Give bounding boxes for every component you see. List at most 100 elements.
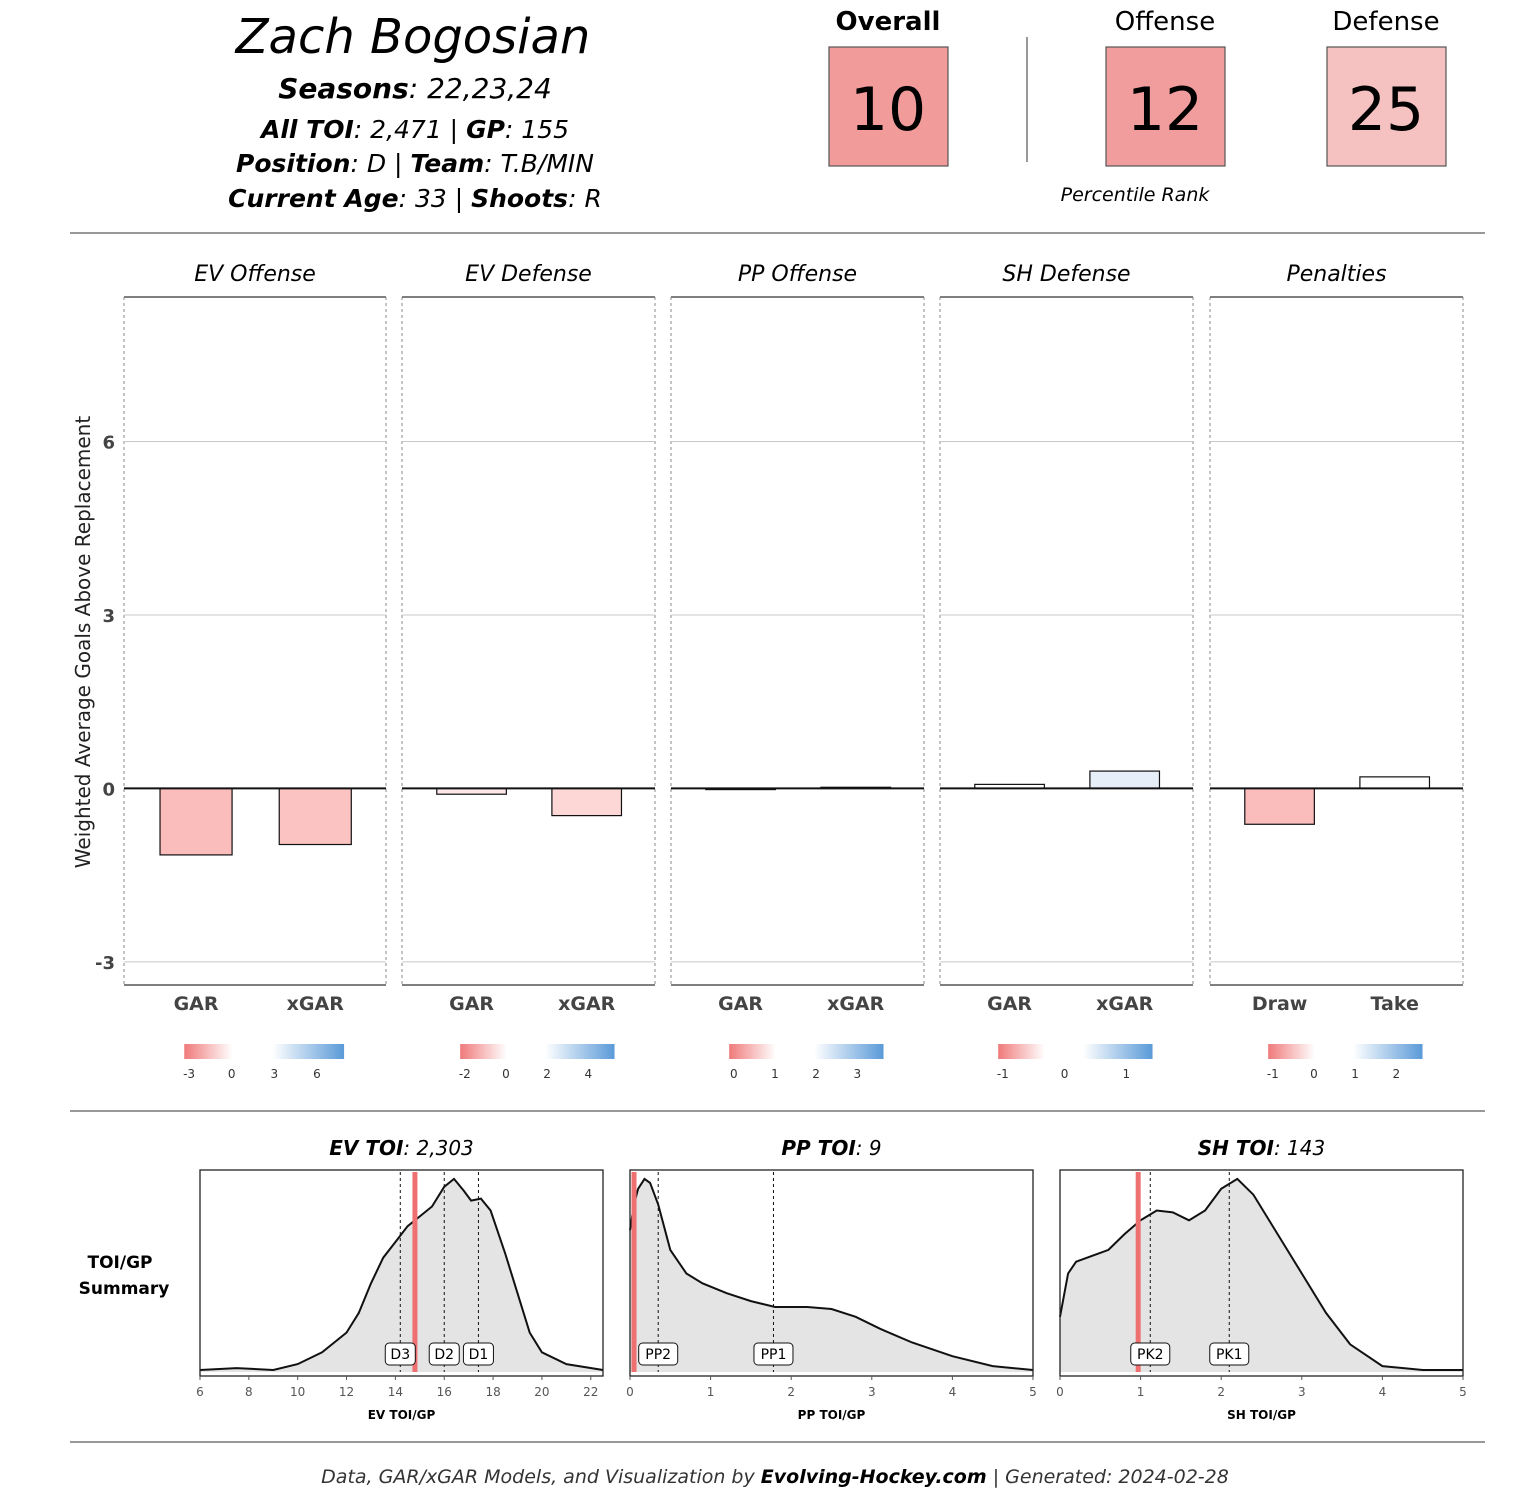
legend-tick-label: -1 [1267, 1067, 1279, 1081]
panel-title: EV Defense [465, 262, 592, 287]
toi-x-axis-label: SH TOI/GP [1227, 1408, 1296, 1422]
tier-label-box [428, 1342, 460, 1366]
age-line: Current Age: 33 | Shoots: R [228, 184, 602, 213]
percentile-ranks: Overall 10 Offense 12 Defense 25 Percent… [828, 7, 1447, 206]
toi-value: : 2,471 | [354, 115, 466, 144]
toi-panel-title: EV TOI: 2,303 [329, 1136, 474, 1160]
gar-y-axis-label: Weighted Average Goals Above Replacement [71, 416, 95, 869]
toi-panel-frame [1059, 1169, 1464, 1377]
legend-tick-label: -1 [997, 1067, 1009, 1081]
toi-summary-label-2: Summary [79, 1279, 170, 1299]
footer-prefix: Data, GAR/xGAR Models, and Visualization… [321, 1466, 761, 1488]
percentile-caption: Percentile Rank [1061, 184, 1211, 206]
legend-tick-label: 1 [1122, 1067, 1130, 1081]
x-tick-label: xGAR [827, 993, 885, 1015]
y-tick-label: 3 [102, 606, 115, 627]
toi-x-axis-label: PP TOI/GP [798, 1408, 866, 1422]
panel-pp-offense: PP Offense GAR xGAR 0 1 2 3 [670, 262, 925, 1081]
legend-tick-label: 2 [812, 1067, 820, 1081]
x-tick-label: 3 [868, 1385, 876, 1399]
x-tick-label: 2 [1217, 1385, 1225, 1399]
age-label: Current Age [228, 184, 398, 213]
y-tick-label: -3 [95, 953, 115, 974]
offense-label: Offense [1115, 7, 1215, 37]
toi-label: All TOI [259, 115, 354, 144]
legend-tick-label: 1 [771, 1067, 779, 1081]
tier-label: PK1 [1216, 1347, 1243, 1363]
bar-xgar [1089, 770, 1161, 790]
toi-title-value: : 2,303 [403, 1136, 473, 1160]
toi-panel-sh-toi: SH TOI: 143 PK2 PK1 0 1 2 3 4 5 SH TOI/GP [1056, 1136, 1467, 1422]
legend-tick-label: 0 [502, 1067, 510, 1081]
density-line [199, 1177, 604, 1372]
bar-gar [159, 787, 233, 856]
legend-tick-label: 3 [270, 1067, 278, 1081]
toi-x-axis-label: EV TOI/GP [368, 1408, 436, 1422]
gp-label: GP [466, 115, 505, 144]
player-header: Zach Bogosian Seasons: 22,23,24 All TOI:… [228, 9, 602, 213]
x-tick-label: Take [1371, 993, 1419, 1015]
x-tick-label: 1 [707, 1385, 715, 1399]
toi-title-label: EV TOI [329, 1136, 404, 1160]
seasons-label: Seasons [278, 72, 409, 105]
tier-label: PP2 [645, 1347, 671, 1363]
x-tick-label: 6 [196, 1385, 204, 1399]
panel-sh-defense: SH Defense GAR xGAR -1 0 1 [939, 262, 1194, 1081]
offense-rank-value: 12 [1127, 75, 1203, 145]
position-label: Position [236, 149, 350, 178]
toi-title-label: SH TOI [1198, 1136, 1275, 1160]
x-tick-label: 5 [1459, 1385, 1467, 1399]
panel-title: SH Defense [1002, 262, 1130, 287]
tier-label: D3 [390, 1347, 410, 1363]
x-tick-label: 1 [1137, 1385, 1145, 1399]
x-tick-label: 18 [485, 1385, 500, 1399]
overall-rank-value: 10 [850, 75, 926, 145]
x-tick-label: 22 [583, 1385, 598, 1399]
color-legend [729, 1044, 884, 1059]
panel-title: EV Offense [194, 262, 316, 287]
x-tick-label: 20 [534, 1385, 549, 1399]
toi-panel-frame [199, 1169, 604, 1377]
x-tick-label: xGAR [287, 993, 345, 1015]
density-area [200, 1178, 603, 1372]
panel-penalties: Penalties Draw Take -1 0 1 2 [1209, 262, 1464, 1081]
x-tick-label: 4 [949, 1385, 957, 1399]
x-tick-label: 0 [626, 1385, 634, 1399]
shoots-label: Shoots [471, 184, 568, 213]
shoots-value: : R [568, 184, 602, 213]
x-tick-label: 2 [787, 1385, 795, 1399]
x-tick-label: 16 [437, 1385, 452, 1399]
color-legend [460, 1044, 615, 1059]
density-line [1059, 1177, 1463, 1371]
legend-tick-label: 0 [1310, 1067, 1318, 1081]
overall-rank-box [828, 46, 949, 167]
team-label: Team [410, 149, 484, 178]
player-name: Zach Bogosian [234, 9, 591, 65]
overall-label: Overall [836, 7, 941, 37]
x-tick-label: GAR [174, 993, 219, 1015]
toi-title-label: PP TOI [781, 1136, 856, 1160]
x-tick-label: Draw [1252, 993, 1308, 1015]
tier-label: D2 [434, 1347, 454, 1363]
toi-title-value: : 143 [1274, 1136, 1325, 1160]
bar-draw [1244, 787, 1315, 825]
y-tick-label: 6 [102, 433, 115, 454]
gar-y-ticks: -3 0 3 6 [95, 433, 115, 974]
tier-label-box [1209, 1342, 1250, 1366]
x-tick-label: 14 [388, 1385, 403, 1399]
panel-title: PP Offense [738, 262, 857, 287]
legend-tick-label: 0 [1061, 1067, 1069, 1081]
toi-summary-label-1: TOI/GP [88, 1253, 153, 1273]
footer-site: Evolving-Hockey.com [761, 1466, 987, 1488]
bar-xgar [551, 787, 623, 817]
tier-label-box [462, 1342, 494, 1366]
legend-tick-label: 0 [730, 1067, 738, 1081]
legend-tick-label: 0 [228, 1067, 236, 1081]
tier-label: PP1 [761, 1347, 787, 1363]
offense-rank-box [1105, 46, 1226, 167]
age-value: : 33 | [399, 184, 472, 213]
toi-panel-title: SH TOI: 143 [1198, 1136, 1325, 1160]
x-tick-label: 12 [339, 1385, 354, 1399]
